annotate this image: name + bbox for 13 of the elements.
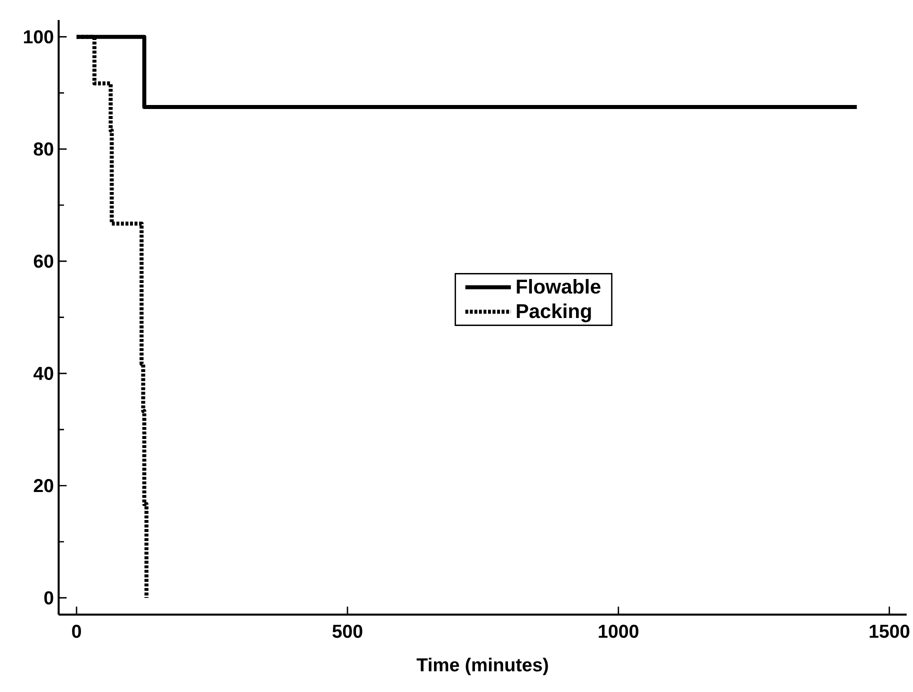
y-tick-label: 60 [34, 254, 54, 268]
y-tick-label: 40 [33, 366, 54, 380]
legend-label: Flowable [516, 279, 600, 294]
x-tick-label: 0 [72, 624, 81, 638]
x-tick-label: 1500 [870, 624, 910, 638]
y-tick-label: 100 [24, 30, 54, 44]
y-tick-label: 20 [34, 479, 54, 492]
y-tick-label: 0 [44, 591, 54, 604]
x-tick-label: 1000 [598, 624, 638, 638]
x-axis-title: Time (minutes) [416, 658, 548, 676]
legend-label: Packing [516, 303, 591, 322]
x-tick-label: 500 [332, 624, 362, 638]
y-tick-label: 80 [34, 142, 54, 156]
